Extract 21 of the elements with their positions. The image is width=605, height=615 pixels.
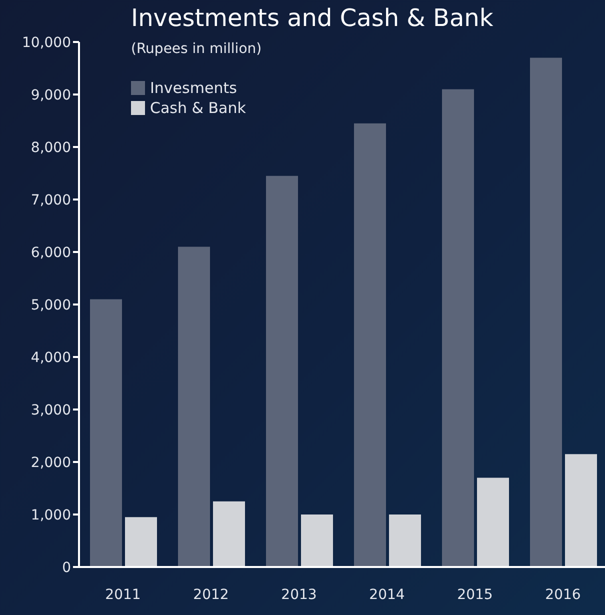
x-tick-label: 2016 xyxy=(545,586,581,603)
y-tick-label: 7,000 xyxy=(30,192,71,208)
y-tick-label: 6,000 xyxy=(30,244,71,261)
y-tick-label: 4,000 xyxy=(30,350,71,366)
legend-label: Invesments xyxy=(150,79,237,97)
x-tick-label: 2013 xyxy=(281,586,317,603)
y-tick-label: 5,000 xyxy=(30,297,71,314)
y-tick-label: 0 xyxy=(62,560,71,576)
x-tick-label: 2011 xyxy=(105,586,141,603)
y-tick-label: 8,000 xyxy=(30,140,71,156)
legend-label: Cash & Bank xyxy=(150,99,246,117)
y-tick-label: 10,000 xyxy=(22,34,71,51)
x-tick-label: 2012 xyxy=(193,586,229,603)
x-tick-label: 2015 xyxy=(457,586,493,603)
chart-subtitle: (Rupees in million) xyxy=(131,41,262,57)
y-tick-label: 3,000 xyxy=(30,402,71,418)
y-tick-label: 2,000 xyxy=(30,454,71,471)
x-tick-label: 2014 xyxy=(369,586,405,603)
y-tick-label: 1,000 xyxy=(30,507,71,524)
y-tick-label: 9,000 xyxy=(30,87,71,104)
chart-title: Investments and Cash & Bank xyxy=(131,4,494,32)
